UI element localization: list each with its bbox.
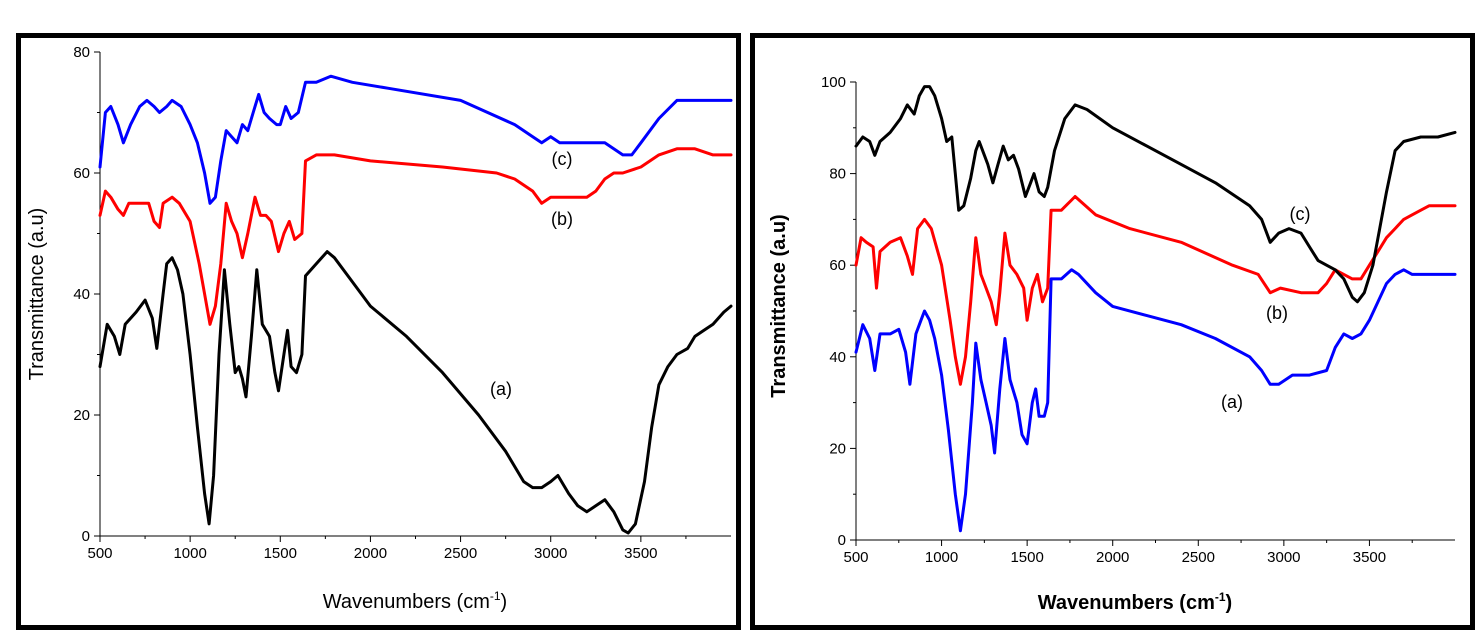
- right-y-tick-label: 60: [829, 257, 846, 274]
- left-series-line-a: [98, 250, 733, 535]
- right-series-line-b: [854, 195, 1457, 386]
- right-y-tick-label: 80: [829, 166, 846, 183]
- right-y-axis-title: Transmittance (a.u): [768, 214, 790, 397]
- chart-panel-left: 0 20 40 60 80 500 1000 1500 2000 2500 3000 3500 Tran…: [16, 33, 741, 630]
- chart-right-svg: 0 20 40 60 80 100 500 1000 1500 2000 2500 3000 3500 T…: [768, 74, 1457, 614]
- right-y-tick-label: 20: [829, 440, 846, 457]
- left-y-tick-label: 20: [73, 407, 90, 424]
- right-x-tick-label: 3000: [1267, 549, 1300, 566]
- left-x-axis-title: Wavenumbers (cm-1): [323, 589, 507, 613]
- left-series-label-c: (c): [552, 149, 573, 169]
- left-x-tick-label: 2500: [444, 545, 477, 562]
- left-x-tick-label: 1500: [264, 545, 297, 562]
- right-y-tick-label: 100: [821, 74, 846, 91]
- right-x-tick-label: 2500: [1182, 549, 1215, 566]
- left-y-axis-title: Transmittance (a.u): [26, 208, 48, 381]
- left-y-tick-label: 80: [73, 44, 90, 61]
- left-x-tick-label: 1000: [173, 545, 206, 562]
- right-x-tick-label: 500: [843, 549, 868, 566]
- left-series-label-b: (b): [551, 209, 573, 229]
- left-x-tick-label: 3500: [624, 545, 657, 562]
- left-series-line-c: [98, 74, 733, 205]
- left-x-tick-label: 2000: [354, 545, 387, 562]
- left-x-tick-label: 500: [87, 545, 112, 562]
- right-series-line-a: [854, 268, 1457, 533]
- left-x-tick-label: 3000: [534, 545, 567, 562]
- left-y-tick-label: 0: [82, 528, 90, 545]
- left-y-tick-label: 40: [73, 286, 90, 303]
- left-series-line-b: [98, 147, 733, 326]
- right-x-tick-label: 1000: [925, 549, 958, 566]
- right-x-axis-title: Wavenumbers (cm-1): [1038, 590, 1232, 614]
- right-y-tick-label: 0: [838, 532, 846, 549]
- chart-left-svg: 0 20 40 60 80 500 1000 1500 2000 2500 3000 3500 Tran…: [26, 44, 733, 613]
- right-x-tick-label: 1500: [1010, 549, 1043, 566]
- right-x-tick-label: 3500: [1353, 549, 1386, 566]
- left-y-tick-label: 60: [73, 165, 90, 182]
- right-y-tick-label: 40: [829, 349, 846, 366]
- right-series-label-b: (b): [1266, 303, 1288, 323]
- right-series-line-c: [854, 85, 1457, 304]
- right-x-tick-label: 2000: [1096, 549, 1129, 566]
- right-series-label-c: (c): [1290, 204, 1311, 224]
- right-series-label-a: (a): [1221, 392, 1243, 412]
- left-series-label-a: (a): [490, 379, 512, 399]
- chart-panel-right: 0 20 40 60 80 100 500 1000 1500 2000 2500 3000 3500 T…: [750, 33, 1475, 630]
